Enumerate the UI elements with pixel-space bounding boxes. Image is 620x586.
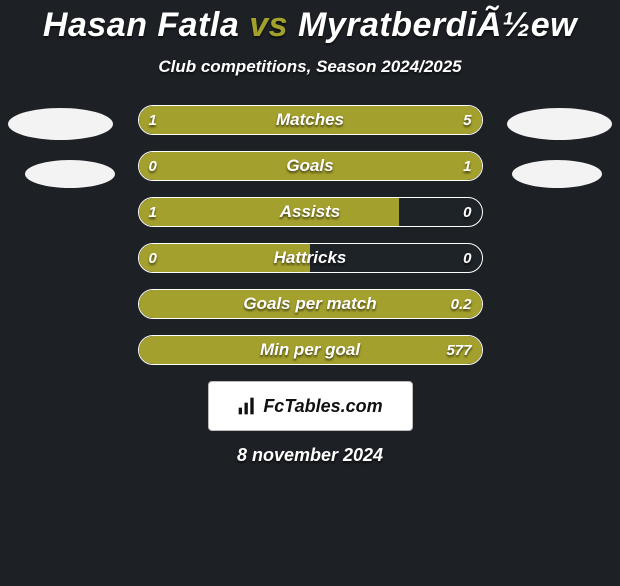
bar-fill-left — [139, 106, 197, 134]
bar-right-value: 0 — [463, 198, 471, 226]
bar-fill-left — [139, 198, 400, 226]
stat-bar: 10Assists — [138, 197, 483, 227]
bar-fill-left — [139, 244, 311, 272]
bar-chart-icon — [237, 396, 257, 416]
left-badge-placeholder-1 — [8, 108, 113, 140]
bar-list: 15Matches01Goals10Assists00Hattricks0.2G… — [138, 105, 483, 365]
bar-left-value: 0 — [149, 244, 157, 272]
player1-name: Hasan Fatla — [43, 6, 239, 44]
left-badge-placeholder-2 — [25, 160, 115, 188]
bar-right-value: 577 — [446, 336, 471, 364]
stat-bar: 577Min per goal — [138, 335, 483, 365]
player2-name: MyratberdiÃ½ew — [298, 6, 577, 44]
stat-bar: 15Matches — [138, 105, 483, 135]
stat-bar: 01Goals — [138, 151, 483, 181]
date-text: 8 november 2024 — [0, 445, 620, 466]
bar-right-value: 1 — [463, 152, 471, 180]
bar-right-value: 0.2 — [451, 290, 472, 318]
bar-right-value: 0 — [463, 244, 471, 272]
source-badge-text: FcTables.com — [263, 396, 382, 417]
comparison-title: Hasan Fatla vs MyratberdiÃ½ew — [0, 6, 620, 45]
bar-left-value: 1 — [149, 198, 157, 226]
bar-left-value: 0 — [149, 152, 157, 180]
stat-bar: 0.2Goals per match — [138, 289, 483, 319]
vs-separator: vs — [249, 6, 288, 44]
chart-area: 15Matches01Goals10Assists00Hattricks0.2G… — [0, 105, 620, 466]
right-badge-placeholder-2 — [512, 160, 602, 188]
stat-bar: 00Hattricks — [138, 243, 483, 273]
right-badge-placeholder-1 — [507, 108, 612, 140]
bar-fill — [139, 336, 482, 364]
bar-fill-right — [197, 106, 482, 134]
bar-fill — [139, 152, 482, 180]
bar-left-value: 1 — [149, 106, 157, 134]
bar-right-value: 5 — [463, 106, 471, 134]
bar-fill — [139, 290, 482, 318]
subtitle: Club competitions, Season 2024/2025 — [0, 57, 620, 77]
source-badge: FcTables.com — [208, 381, 413, 431]
